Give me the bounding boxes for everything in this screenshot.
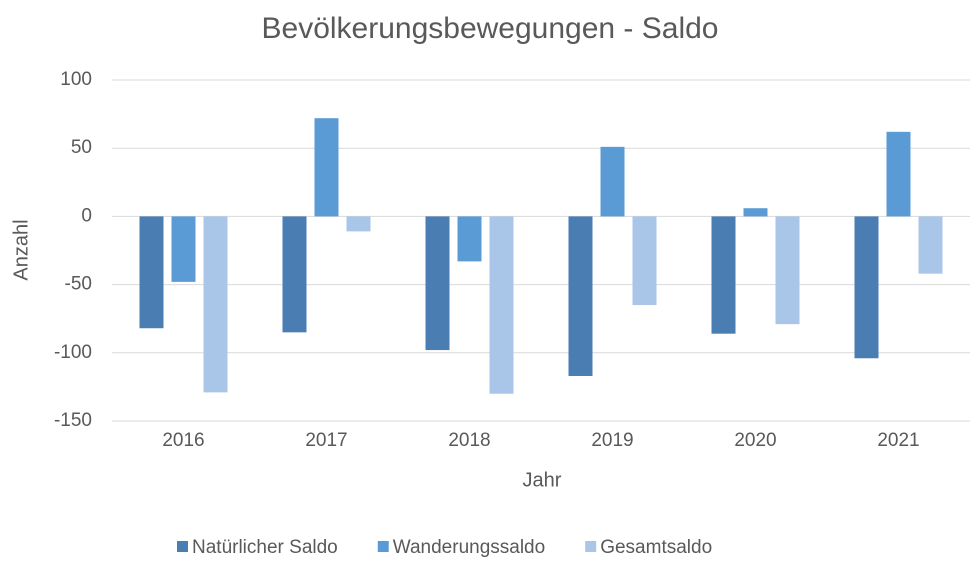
legend-label: Natürlicher Saldo — [192, 537, 338, 558]
y-axis-title: Anzahl — [10, 219, 32, 280]
x-axis-title: Jahr — [523, 469, 562, 491]
bar — [139, 216, 164, 329]
bar — [711, 216, 736, 334]
bar — [568, 216, 593, 376]
bar — [314, 118, 339, 217]
y-tick-label: 0 — [81, 205, 92, 226]
y-tick-label: 100 — [60, 69, 92, 90]
x-tick-label: 2021 — [877, 430, 919, 451]
bar — [282, 216, 307, 333]
legend-swatch — [585, 541, 597, 552]
bar — [489, 216, 514, 394]
y-tick-label: -150 — [54, 410, 92, 431]
bar — [346, 216, 371, 232]
legend-swatch — [177, 541, 188, 552]
x-tick-label: 2018 — [448, 430, 490, 451]
x-tick-label: 2019 — [591, 430, 633, 451]
bar — [886, 131, 911, 217]
chart-title: Bevölkerungsbewegungen - Saldo — [262, 12, 719, 45]
legend-label: Wanderungssaldo — [393, 537, 545, 558]
legend-swatch — [377, 541, 389, 552]
x-tick-label: 2020 — [734, 430, 776, 451]
bar — [171, 216, 196, 282]
y-tick-label: 50 — [71, 137, 92, 158]
y-tick-label: -100 — [54, 342, 92, 363]
x-tick-label: 2017 — [305, 430, 347, 451]
bar — [203, 216, 228, 393]
bar — [775, 216, 800, 325]
x-tick-label: 2016 — [162, 430, 204, 451]
bar — [854, 216, 879, 359]
bar — [743, 208, 768, 217]
bar — [425, 216, 450, 351]
y-tick-label: -50 — [65, 274, 92, 295]
bar — [457, 216, 482, 262]
bar — [918, 216, 943, 274]
legend-label: Gesamtsaldo — [600, 537, 712, 558]
bar — [632, 216, 657, 306]
bar — [600, 146, 625, 217]
